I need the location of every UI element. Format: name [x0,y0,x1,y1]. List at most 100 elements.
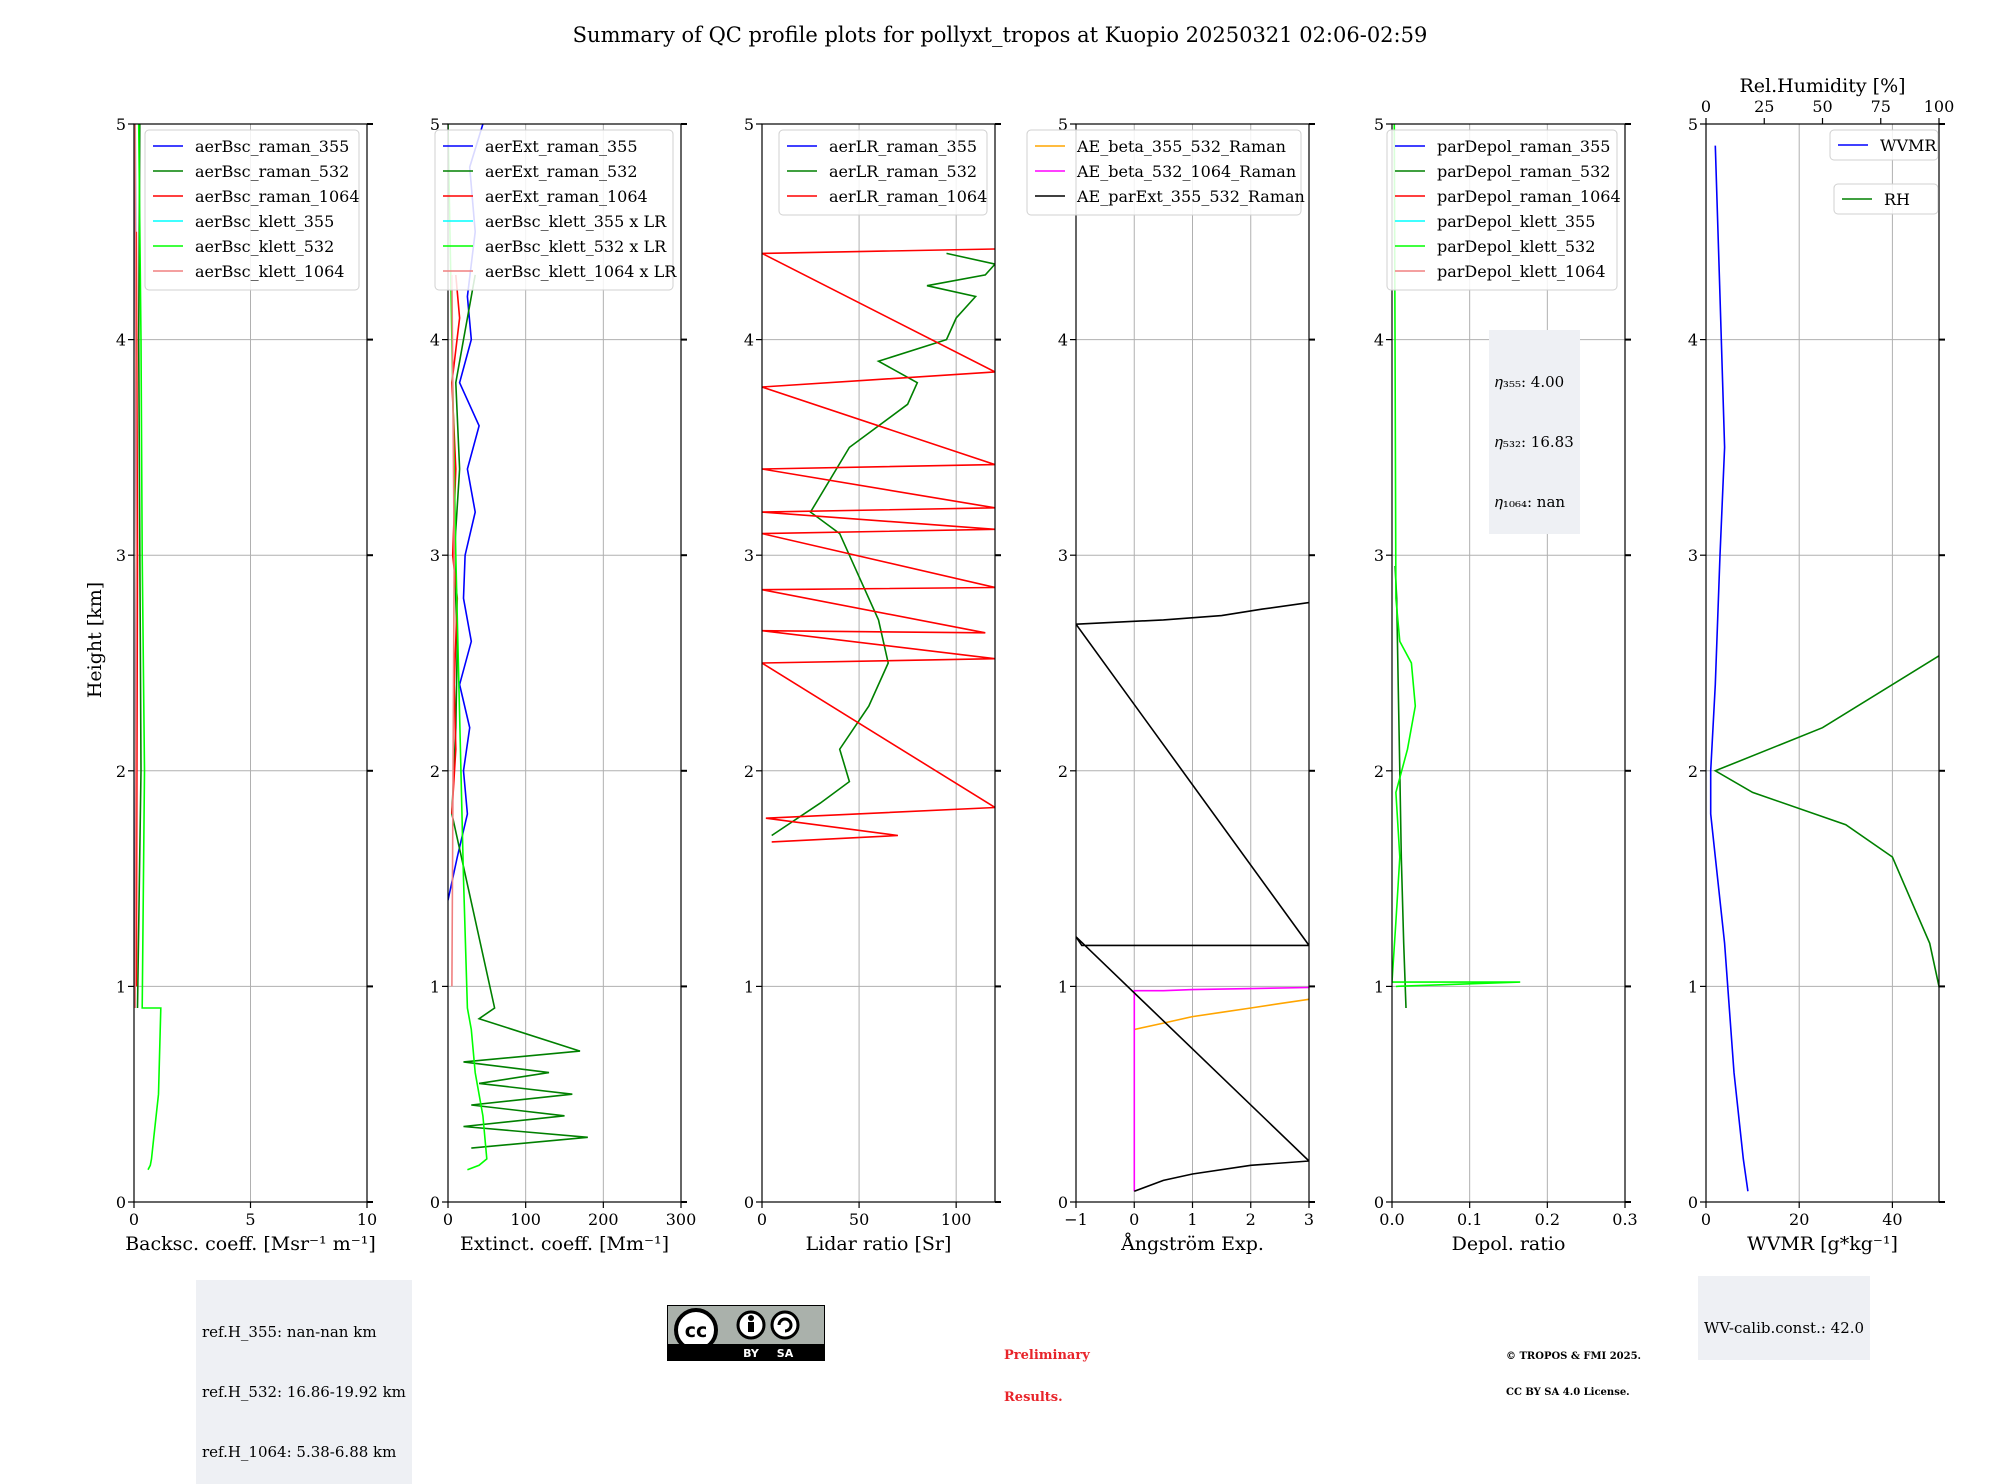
x-tick-label: 20 [1789,1210,1809,1229]
y-tick-label: 1 [1058,977,1068,996]
y-tick-label: 3 [1374,546,1384,565]
wv-calibration-box: WV-calib.const.: 42.0 [1698,1276,1871,1360]
y-tick-label: 0 [430,1193,440,1212]
y-tick-label: 5 [1374,115,1384,134]
legend-label: RH [1884,190,1910,209]
legend-label-aerBsc_klett_355 x LR: aerBsc_klett_355 x LR [485,212,667,231]
y-tick-label: 2 [1374,762,1384,781]
legend-label-aerBsc_klett_532: aerBsc_klett_532 [195,237,334,256]
eta-355: 𝜂₃₅₅: 4.00 [1495,373,1565,391]
x-axis-label: Depol. ratio [1452,1233,1566,1255]
y-axis-label: Height [km] [84,582,106,698]
chart-panel-2: 0 100 200 300 0 1 2 3 4 5 Extinct. coeff. [Mm⁻¹] ae… [430,115,696,1255]
x-tick-label: 0 [757,1210,767,1229]
series-group [762,248,995,843]
x-tick-label: 0.3 [1612,1210,1637,1229]
x-tick-label: 50 [849,1210,869,1229]
legend: aerBsc_raman_355 aerBsc_raman_532 aerBsc_r… [144,129,360,291]
y-tick-label: 3 [430,546,440,565]
y-tick-label: 5 [744,115,754,134]
series-line-WVMR [1709,145,1749,1192]
copyright-line-2: CC BY SA 4.0 License. [1506,1387,1630,1398]
series-line-aerLR_raman_532 [771,252,995,837]
eta-1064: 𝜂₁₀₆₄: nan [1495,493,1566,511]
x-tick-label: 5 [245,1210,255,1229]
x-axis-label: Backsc. coeff. [Msr⁻¹ m⁻¹] [125,1233,376,1255]
series-line-aerBsc_klett_532 x LR [448,124,488,1171]
legend: aerExt_raman_355 aerExt_raman_532 aerExt_r… [434,129,677,291]
y-tick-label: 4 [1374,331,1384,350]
x-tick-label: 100 [510,1210,541,1229]
legend-WVMR: WVMR [1829,129,1939,161]
series-group [1076,601,1309,1192]
chart-panel-3: 0 50 100 0 1 2 3 4 5 Lidar ratio [Sr] aerLR_raman_… [744,115,1001,1255]
top-x-tick-label: 100 [1924,97,1955,116]
y-tick-label: 4 [430,331,440,350]
legend-box [1386,129,1618,291]
y-tick-label: 5 [430,115,440,134]
legend: AE_beta_355_532_Raman AE_beta_532_1064_Ra… [1026,129,1305,216]
x-tick-label: 10 [357,1210,377,1229]
legend-label-parDepol_klett_532: parDepol_klett_532 [1437,237,1595,256]
series-line-aerBsc_klett_532 [137,124,162,1171]
preliminary-results-note: Preliminary Results. [1004,1321,1090,1419]
series-group [1709,145,1939,1192]
x-tick-label: 0 [443,1210,453,1229]
ref-height-532: ref.H_532: 16.86-19.92 km [202,1383,406,1401]
series-line-aerBsc_klett_1064 x LR [451,274,456,987]
legend-label-aerBsc_klett_1064 x LR: aerBsc_klett_1064 x LR [485,262,677,281]
y-tick-label: 3 [1058,546,1068,565]
y-tick-label: 1 [430,977,440,996]
ref-height-1064: ref.H_1064: 5.38-6.88 km [202,1443,397,1461]
legend-box [778,129,988,216]
x-tick-label: 0.0 [1379,1210,1404,1229]
x-axis-label: Lidar ratio [Sr] [806,1233,952,1255]
x-tick-label: 1 [1187,1210,1197,1229]
preliminary-line-1: Preliminary [1004,1348,1090,1363]
y-tick-label: 2 [744,762,754,781]
x-tick-label: 0.1 [1457,1210,1482,1229]
ref-height-355: ref.H_355: nan-nan km [202,1323,377,1341]
legend-label-AE_beta_532_1064_Raman: AE_beta_532_1064_Raman [1076,162,1296,181]
y-tick-label: 1 [1374,977,1384,996]
legend-box [1829,129,1939,161]
y-tick-label: 1 [116,977,126,996]
series-line-aerExt_raman_1064 [451,274,461,814]
copyright-line-1: © TROPOS & FMI 2025. [1506,1351,1642,1362]
figure: Summary of QC profile plots for pollyxt_… [84,23,1955,1255]
y-tick-label: 5 [1058,115,1068,134]
reference-height-box: ref.H_355: nan-nan km ref.H_532: 16.86-1… [196,1280,412,1484]
legend-label-aerExt_raman_1064: aerExt_raman_1064 [485,187,648,206]
plot-frame [761,123,996,1203]
y-tick-label: 1 [1688,977,1698,996]
x-axis-label: Ångström Exp. [1120,1233,1264,1255]
legend-label-parDepol_raman_532: parDepol_raman_532 [1437,162,1610,181]
cc-badge-graphic: cc [674,1308,800,1352]
x-axis-label: WVMR [g*kg⁻¹] [1747,1233,1898,1255]
legend-label-aerBsc_klett_1064: aerBsc_klett_1064 [195,262,344,281]
x-tick-label: 0.2 [1535,1210,1560,1229]
series-line-AE_beta_355_532_Raman [1134,998,1309,1031]
svg-text:cc: cc [685,1320,708,1342]
x-axis-label: Extinct. coeff. [Mm⁻¹] [460,1233,669,1255]
legend-label-aerBsc_raman_355: aerBsc_raman_355 [195,137,349,156]
y-tick-label: 0 [1058,1193,1068,1212]
series-line-parDepol_klett_532 [1392,124,1521,988]
x-tick-label: 3 [1304,1210,1314,1229]
y-tick-label: 4 [1058,331,1068,350]
legend-box [1026,129,1302,216]
plot-frame [1391,123,1626,1203]
y-tick-label: 2 [430,762,440,781]
legend-box [144,129,360,291]
eta-532: 𝜂₅₃₂: 16.83 [1495,433,1574,451]
top-x-tick-label: 75 [1871,97,1891,116]
legend-label: WVMR [1880,136,1937,155]
series-group [134,124,162,1171]
legend-label-parDepol_klett_1064: parDepol_klett_1064 [1437,262,1606,281]
series-line-AE_beta_532_1064_Raman [1133,986,1309,1192]
plot-frame [447,123,682,1203]
y-tick-label: 0 [116,1193,126,1212]
chart-panel-1: 0 5 10 0 1 2 3 4 5 Backsc. coeff. [Msr⁻¹ m⁻¹] aerB… [116,115,377,1255]
chart-panel-6: 0 20 40 0 1 2 3 4 5 WVMR [g*kg⁻¹] 0 25 50 75 100 Rel.Hu… [1688,75,1955,1255]
